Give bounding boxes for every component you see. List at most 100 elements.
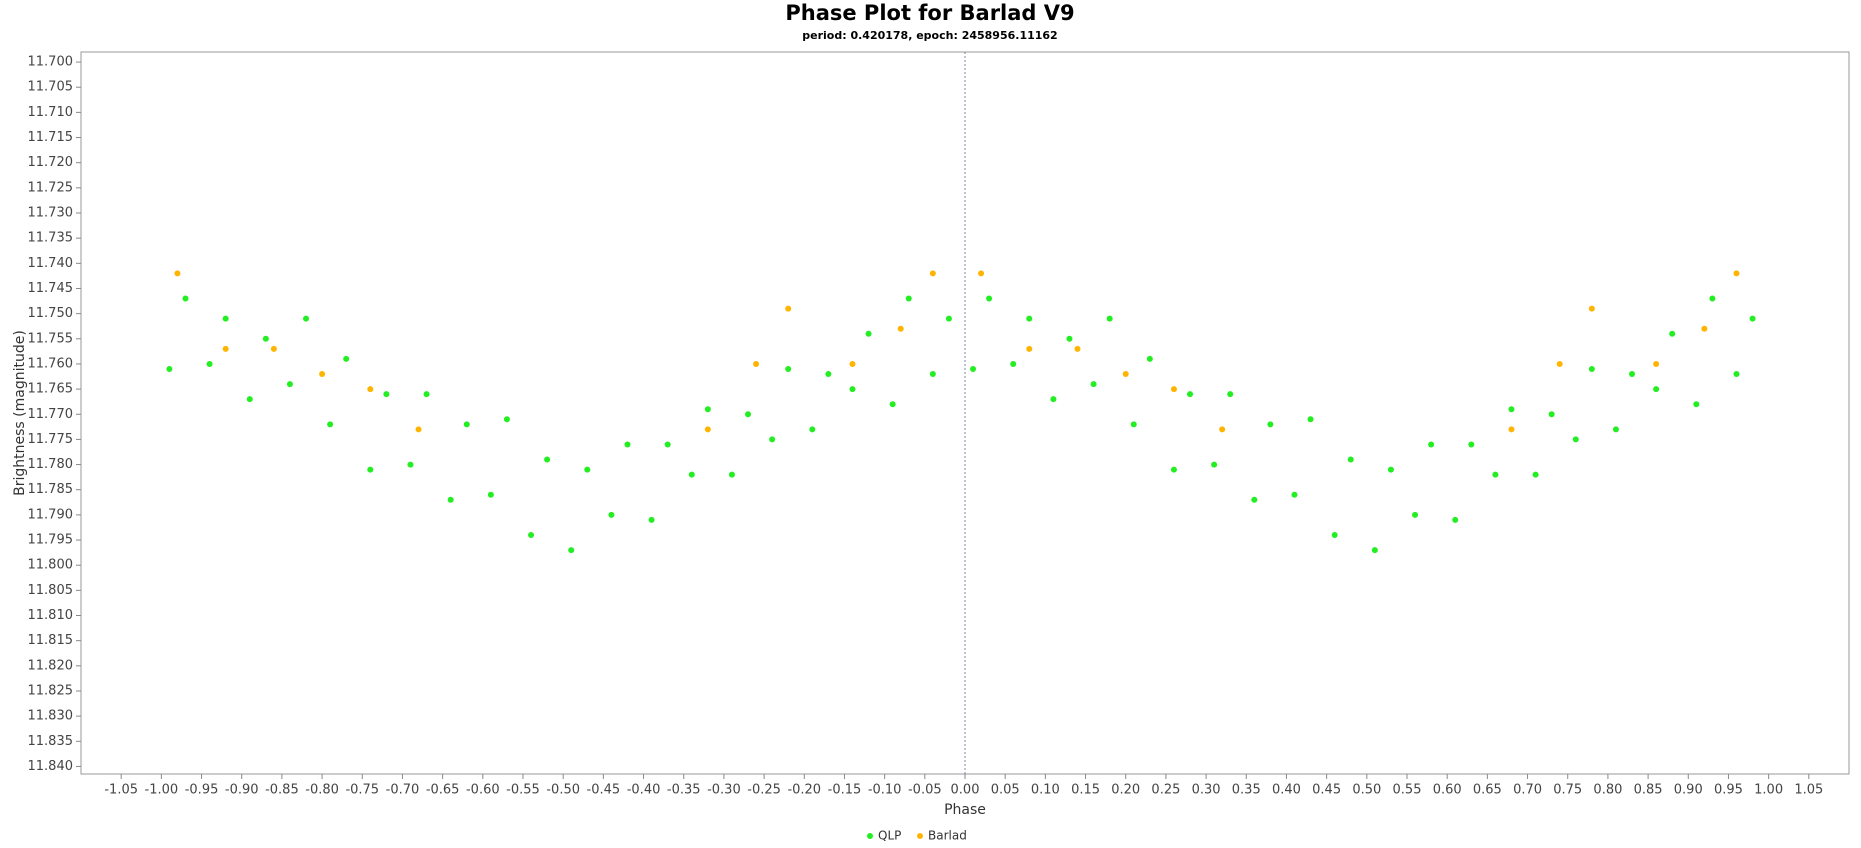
x-tick-label: -0.10 <box>868 783 902 798</box>
x-tick-label: -0.95 <box>185 783 219 798</box>
data-point <box>568 547 575 554</box>
x-tick-label: -0.65 <box>426 783 460 798</box>
y-tick-label: 11.830 <box>28 709 74 724</box>
data-point <box>986 295 993 302</box>
x-tick-label: 1.05 <box>1794 783 1823 798</box>
y-tick-label: 11.785 <box>28 482 74 497</box>
data-point <box>487 491 494 498</box>
y-tick-label: 11.810 <box>28 608 74 623</box>
x-tick-label: -0.30 <box>707 783 741 798</box>
data-point <box>463 421 470 428</box>
data-point <box>624 441 631 448</box>
data-point <box>1227 391 1234 398</box>
y-tick-label: 11.775 <box>28 432 74 447</box>
y-tick-label: 11.820 <box>28 658 74 673</box>
x-tick-label: -0.75 <box>345 783 379 798</box>
data-point <box>1572 436 1579 443</box>
data-point <box>769 436 776 443</box>
data-point <box>1331 532 1338 539</box>
data-point <box>745 411 752 418</box>
data-point <box>929 371 936 378</box>
data-point <box>1588 305 1595 312</box>
data-point <box>865 330 872 337</box>
y-tick-label: 11.750 <box>28 306 74 321</box>
x-tick-label: 0.10 <box>1031 783 1060 798</box>
x-tick-label: 0.00 <box>951 783 980 798</box>
data-point <box>1074 345 1081 352</box>
data-point <box>222 345 229 352</box>
data-point <box>1146 355 1153 362</box>
y-tick-label: 11.780 <box>28 457 74 472</box>
data-point <box>1122 371 1129 378</box>
data-point <box>1106 315 1113 322</box>
data-point <box>503 416 510 423</box>
data-point <box>1187 391 1194 398</box>
y-tick-label: 11.795 <box>28 533 74 548</box>
data-point <box>704 406 711 413</box>
data-point <box>1026 345 1033 352</box>
data-point <box>367 466 374 473</box>
data-point <box>970 365 977 372</box>
data-point <box>664 441 671 448</box>
data-point <box>1548 411 1555 418</box>
data-point <box>825 371 832 378</box>
data-point <box>206 360 213 367</box>
x-tick-label: -1.05 <box>104 783 138 798</box>
data-point <box>303 315 310 322</box>
x-tick-label: 0.95 <box>1714 783 1743 798</box>
data-point <box>905 295 912 302</box>
data-point <box>978 270 985 277</box>
y-tick-label: 11.735 <box>28 231 74 246</box>
y-tick-label: 11.720 <box>28 155 74 170</box>
data-point <box>166 365 173 372</box>
x-tick-label: 0.50 <box>1352 783 1381 798</box>
y-tick-label: 11.840 <box>28 759 74 774</box>
data-point <box>608 511 615 518</box>
data-point <box>1532 471 1539 478</box>
data-point <box>1412 511 1419 518</box>
data-point <box>1066 335 1073 342</box>
y-tick-label: 11.790 <box>28 507 74 522</box>
x-tick-label: 0.75 <box>1553 783 1582 798</box>
x-tick-label: 0.55 <box>1393 783 1422 798</box>
data-point <box>423 391 430 398</box>
data-point <box>929 270 936 277</box>
data-point <box>1508 406 1515 413</box>
data-point <box>1251 496 1258 503</box>
y-tick-label: 11.725 <box>28 180 74 195</box>
data-point <box>1267 421 1274 428</box>
y-axis-label: Brightness (magnitude) <box>12 330 28 496</box>
data-point <box>286 381 293 388</box>
x-tick-label: -0.35 <box>667 783 701 798</box>
y-tick-label: 11.835 <box>28 734 74 749</box>
data-point <box>1701 325 1708 332</box>
x-tick-label: -0.85 <box>265 783 299 798</box>
data-point <box>1211 461 1218 468</box>
x-tick-label: 0.80 <box>1593 783 1622 798</box>
x-tick-label: 1.00 <box>1754 783 1783 798</box>
x-tick-label: -0.45 <box>587 783 621 798</box>
y-tick-label: 11.815 <box>28 633 74 648</box>
data-point <box>407 461 414 468</box>
data-point <box>1050 396 1057 403</box>
data-point <box>222 315 229 322</box>
data-point <box>447 496 454 503</box>
x-tick-label: 0.85 <box>1634 783 1663 798</box>
data-point <box>1468 441 1475 448</box>
x-tick-label: -0.80 <box>305 783 339 798</box>
data-point <box>262 335 269 342</box>
data-point <box>1653 386 1660 393</box>
data-point <box>1387 466 1394 473</box>
y-tick-label: 11.755 <box>28 331 74 346</box>
y-tick-label: 11.710 <box>28 105 74 120</box>
data-point <box>785 305 792 312</box>
y-tick-label: 11.760 <box>28 356 74 371</box>
legend-marker <box>867 833 873 839</box>
data-point <box>1693 401 1700 408</box>
x-tick-label: 0.65 <box>1473 783 1502 798</box>
data-point <box>246 396 253 403</box>
data-point <box>849 386 856 393</box>
data-point <box>327 421 334 428</box>
